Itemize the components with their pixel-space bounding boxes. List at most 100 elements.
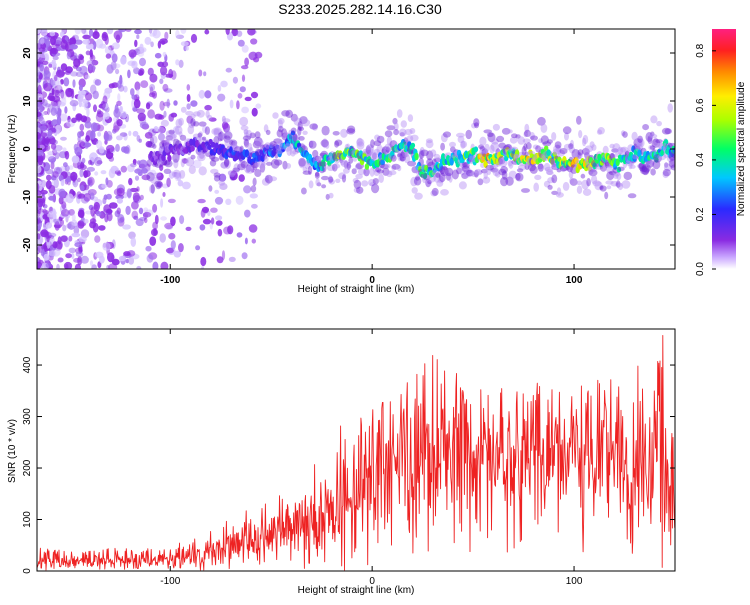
spectrogram-ridge-halo bbox=[504, 144, 512, 150]
spectrogram-ridge-halo bbox=[606, 185, 612, 190]
spectrogram-ridge-halo bbox=[587, 166, 594, 175]
spectrogram-ridge-halo bbox=[425, 140, 434, 149]
spectrogram-ridge-halo bbox=[431, 169, 441, 178]
spectrogram-ridge-halo bbox=[198, 121, 207, 127]
spectrogram-ridge-halo bbox=[403, 154, 411, 164]
spectrogram-noise-blob bbox=[55, 240, 63, 250]
spectrogram-noise-blob bbox=[253, 57, 260, 63]
spectrogram-ridge-halo bbox=[586, 178, 591, 187]
spectrogram-ridge-point bbox=[311, 157, 316, 163]
spectrogram-ridge-halo bbox=[199, 151, 205, 159]
spectrogram-noise-blob bbox=[37, 257, 40, 263]
spectrogram-noise-blob bbox=[150, 41, 154, 48]
spectrogram-noise-blob bbox=[69, 100, 79, 107]
spectrogram-ridge-halo bbox=[650, 168, 656, 176]
spectrogram-ridge-halo bbox=[381, 148, 387, 154]
spectrogram-noise-blob bbox=[152, 203, 158, 213]
spectrogram-noise-blob bbox=[74, 242, 83, 248]
spectrogram-ridge-point bbox=[410, 142, 416, 148]
spectrogram-noise-blob bbox=[41, 121, 48, 126]
spectrogram-noise-blob bbox=[221, 115, 226, 123]
spectrogram-ridge-halo bbox=[450, 146, 456, 153]
spectrogram-noise-blob bbox=[91, 59, 99, 66]
spectrogram-ridge-halo bbox=[614, 182, 623, 187]
spectrogram-ridge-halo bbox=[238, 159, 246, 164]
spectrogram-ridge-halo bbox=[162, 160, 171, 166]
spectrogram-ridge-point bbox=[637, 149, 642, 158]
spectrogram-ridge-halo bbox=[537, 164, 544, 172]
spectrogram-ridge-halo bbox=[619, 147, 627, 156]
spectrogram-noise-blob bbox=[64, 151, 69, 156]
spectrogram-ridge-halo bbox=[368, 179, 376, 187]
spectrogram-noise-blob bbox=[185, 46, 189, 51]
spectrogram-ridge-halo bbox=[163, 168, 172, 174]
spectrogram-ridge-halo bbox=[578, 130, 583, 139]
spectrogram-noise-blob bbox=[135, 218, 144, 227]
spectrogram-ridge-halo bbox=[353, 187, 361, 193]
spectrogram-ridge-halo bbox=[636, 163, 646, 169]
spectrogram-noise-blob bbox=[103, 194, 108, 200]
spectrogram-ridge-halo bbox=[252, 177, 257, 186]
spectrogram-noise-blob bbox=[186, 103, 191, 110]
spectrogram-ridge-halo bbox=[332, 131, 340, 136]
spectrogram-ridge-halo bbox=[198, 166, 207, 176]
spectrogram-ridge-halo bbox=[487, 132, 496, 143]
spectrogram-noise-blob bbox=[116, 207, 122, 215]
spectrogram-noise-blob bbox=[160, 40, 166, 45]
spectrogram-noise-blob bbox=[208, 117, 217, 122]
spectrogram-ridge-halo bbox=[340, 128, 348, 138]
spectrogram-ridge-halo bbox=[546, 170, 554, 176]
spectrogram-noise-blob bbox=[66, 223, 72, 229]
spectrogram-ridge-halo bbox=[420, 149, 429, 157]
spectrogram-ridge-halo bbox=[418, 149, 424, 159]
spectrogram-ridge-halo bbox=[582, 188, 592, 196]
spectrogram-noise-blob bbox=[50, 157, 56, 165]
spectrogram-ridge-halo bbox=[206, 114, 213, 121]
spectrogram-noise-blob bbox=[249, 193, 258, 199]
spectrogram-ridge-halo bbox=[524, 123, 530, 133]
spectrogram-ridge-halo bbox=[233, 163, 241, 174]
spectrogram-noise-blob bbox=[48, 184, 56, 194]
spectrogram-ridge-halo bbox=[670, 164, 675, 171]
spectrogram-noise-blob bbox=[140, 80, 149, 88]
spectrogram-noise-blob bbox=[182, 158, 188, 164]
spectrogram-ridge-halo bbox=[451, 148, 457, 154]
spectrogram-ridge-halo bbox=[617, 146, 624, 155]
spectrogram-noise-blob bbox=[131, 94, 136, 100]
spectrogram-noise-blob bbox=[102, 33, 107, 39]
spectrogram-noise-blob bbox=[138, 207, 144, 215]
spectrogram-noise-blob bbox=[79, 168, 84, 178]
spectrogram-ridge-halo bbox=[599, 185, 604, 190]
spectrogram-noise-blob bbox=[48, 156, 57, 163]
spectrogram-ridge-halo bbox=[563, 143, 573, 151]
spectrogram-noise-blob bbox=[65, 193, 74, 204]
spectrogram-ridge-halo bbox=[165, 130, 174, 138]
spectrogram-ridge-halo bbox=[209, 159, 217, 167]
spectrogram-noise-blob bbox=[156, 172, 164, 181]
spectrogram-ridge-halo bbox=[298, 158, 306, 169]
spectrogram-noise-blob bbox=[134, 175, 140, 181]
spectrogram-noise-blob bbox=[127, 69, 131, 79]
spectrogram-noise-blob bbox=[98, 146, 105, 154]
spectrogram-ridge-halo bbox=[376, 144, 383, 154]
spectrogram-ridge-halo bbox=[425, 180, 432, 187]
spectrogram-ridge-halo bbox=[188, 165, 196, 175]
spectrogram-noise-blob bbox=[80, 164, 87, 171]
spectrogram-ridge-halo bbox=[613, 173, 619, 180]
spectrogram-ridge-halo bbox=[276, 129, 283, 138]
spectrogram-ridge-halo bbox=[489, 144, 495, 154]
spectrogram-ridge-halo bbox=[231, 140, 236, 146]
spectrogram-ridge-halo bbox=[338, 172, 347, 180]
spectrogram-noise-blob bbox=[130, 88, 135, 96]
spectrogram-noise-blob bbox=[42, 99, 48, 107]
spectrogram-noise-blob bbox=[145, 102, 151, 110]
spectrogram-noise-blob bbox=[94, 156, 102, 167]
spectrogram-noise-blob bbox=[200, 256, 207, 267]
spectrogram-noise-blob bbox=[51, 180, 59, 187]
spectrogram-noise-blob bbox=[175, 59, 180, 66]
spectrogram-noise-blob bbox=[227, 170, 232, 176]
spectrogram-noise-blob bbox=[54, 221, 60, 231]
spectrogram-ridge-halo bbox=[620, 146, 629, 153]
spectrogram-noise-blob bbox=[56, 115, 62, 126]
